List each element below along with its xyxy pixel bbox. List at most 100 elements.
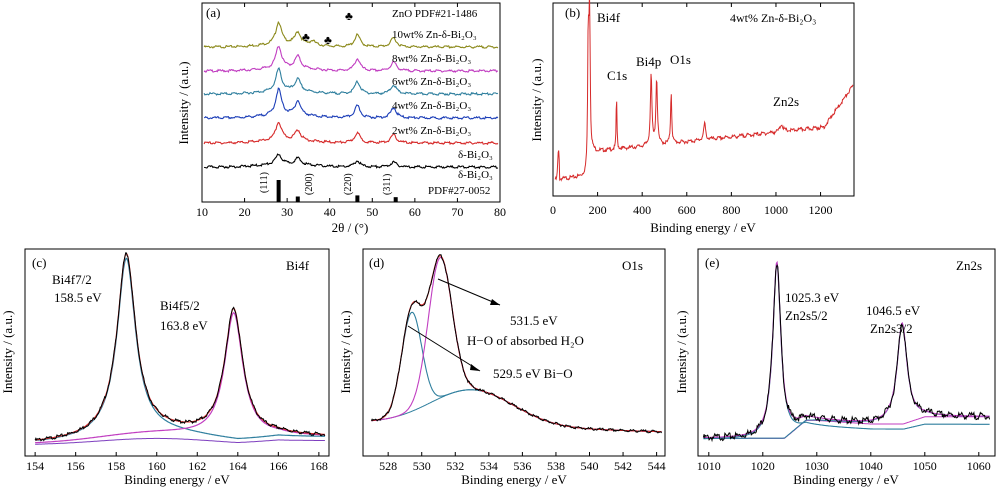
xrd-series-0 — [203, 20, 499, 49]
peak-bi4f72-name: Bi4f7/2 — [52, 272, 92, 287]
b-x-ticklabel-2: 400 — [633, 203, 651, 217]
panel-c-ylabel: Intensity / (a.u.) — [0, 310, 15, 393]
series-label-pure: δ-Bi₂O₃ — [458, 149, 493, 161]
peak-bi4f52-value: 163.8 eV — [160, 318, 208, 333]
zno-marker-1: ♣ — [302, 30, 310, 44]
ann-531-value: 531.5 eV — [510, 313, 558, 328]
panel-b-survey-line — [554, 0, 854, 182]
a-x-ticklabel-5: 60 — [409, 205, 421, 219]
e-x-ticklabel-0: 1010 — [697, 459, 721, 473]
panel-d-curves — [370, 254, 662, 434]
panel-a: (a) ZnO PDF#21-1486 ♣ ♣ ♣ 10wt% Zn-δ-Bi₂… — [176, 2, 506, 235]
arrow-531-head — [490, 299, 500, 305]
arrow-529-line — [407, 325, 481, 372]
c-x-ticklabel-7: 168 — [310, 459, 328, 473]
xrd-series-4 — [203, 121, 499, 146]
panel-e-title: Zn2s — [956, 258, 982, 273]
arrow-529-head — [470, 364, 480, 371]
c-x-ticklabel-6: 166 — [269, 459, 287, 473]
panel-c-title: Bi4f — [286, 258, 310, 273]
peak-zn2s52-name: Zn2s5/2 — [785, 308, 828, 323]
panel-e-frame — [697, 248, 996, 457]
pdf-bar-2 — [355, 195, 360, 202]
bi4f-background — [35, 437, 325, 445]
series-label-4wt: 4wt% Zn-δ-Bi₂O₃ — [392, 100, 471, 112]
d-x-ticklabel-1: 530 — [413, 459, 431, 473]
panel-b-frame — [552, 2, 855, 197]
panel-b-title: 4wt% Zn-δ-Bi₂O₃ — [730, 11, 816, 25]
series-label-2wt: 2wt% Zn-δ-Bi₂O₃ — [392, 125, 471, 137]
d-x-ticklabel-2: 532 — [446, 459, 464, 473]
panel-d-ylabel: Intensity / (a.u.) — [338, 310, 353, 393]
panel-e-curves — [702, 260, 991, 443]
panel-c-xlabel: Binding energy / eV — [124, 472, 230, 487]
zno-marker-3: ♣ — [345, 9, 353, 23]
panel-a-curves — [203, 20, 499, 170]
pdf-label: PDF#27-0052 — [428, 185, 490, 197]
c-x-ticklabel-1: 156 — [67, 459, 85, 473]
a-x-ticklabel-0: 10 — [196, 205, 208, 219]
panel-e-label: (e) — [705, 255, 719, 270]
xrd-series-1 — [203, 45, 499, 74]
panel-a-xlabel: 2θ / (°) — [332, 220, 369, 235]
b-x-ticklabel-4: 800 — [722, 203, 740, 217]
peak-label-o1s: O1s — [670, 52, 691, 67]
panel-d-title: O1s — [622, 258, 643, 273]
panel-b-ylabel: Intensity / (a.u.) — [529, 58, 544, 141]
e-x-ticklabel-5: 1060 — [967, 459, 991, 473]
e-x-ticklabel-2: 1030 — [805, 459, 829, 473]
ann-529: 529.5 eV Bi−O — [493, 366, 573, 381]
panel-e: (e) Zn2s 1025.3 eV Zn2s5/2 1046.5 eV Zn2… — [674, 248, 996, 487]
panel-a-ylabel: Intensity / (a.u.) — [176, 61, 191, 144]
pdf-bar-1 — [295, 196, 300, 202]
xrd-series-5 — [204, 153, 499, 170]
panel-e-ylabel: Intensity / (a.u.) — [674, 310, 689, 393]
panel-b-label: (b) — [565, 5, 580, 20]
hkl-220: (220) — [343, 173, 354, 195]
zno-marker-2: ♣ — [324, 33, 332, 47]
panel-d-label: (d) — [369, 255, 384, 270]
peak-zn2s32-value: 1046.5 eV — [866, 303, 921, 318]
d-x-ticklabel-0: 528 — [379, 459, 397, 473]
panel-d-frame — [362, 248, 666, 457]
bi4f-raw — [34, 252, 326, 442]
pdf-bar-0 — [276, 180, 281, 202]
series-label-6wt: 6wt% Zn-δ-Bi₂O₃ — [392, 76, 471, 88]
b-x-ticklabel-3: 600 — [678, 203, 696, 217]
a-x-ticklabel-6: 70 — [451, 205, 463, 219]
b-x-ticklabel-5: 1000 — [764, 203, 788, 217]
zn2s-envelope — [703, 260, 990, 439]
o1s-raw — [370, 254, 662, 434]
peak-label-zn2s: Zn2s — [773, 94, 799, 109]
panel-b-x-ticks: 0 200 400 600 800 1000 1200 — [550, 3, 833, 217]
hkl-111: (111) — [259, 172, 270, 193]
panel-a-top-note: ZnO PDF#21-1486 — [392, 8, 478, 20]
peak-zn2s52-value: 1025.3 eV — [785, 290, 840, 305]
c-x-ticklabel-3: 160 — [148, 459, 166, 473]
zn2s-raw — [702, 264, 991, 443]
ann-531-desc: H−O of absorbed H₂O — [467, 333, 584, 348]
hkl-311: (311) — [382, 174, 393, 195]
a-x-ticklabel-2: 30 — [281, 205, 293, 219]
c-x-ticklabel-0: 154 — [26, 459, 44, 473]
panel-c-curves — [34, 252, 326, 445]
d-x-ticklabel-7: 542 — [614, 459, 632, 473]
panel-a-frame — [201, 2, 501, 203]
series-label-8wt: 8wt% Zn-δ-Bi₂O₃ — [392, 53, 471, 65]
panel-b: (b) 4wt% Zn-δ-Bi₂O₃ Bi4f C1s Bi4p O1s Zn… — [529, 0, 855, 235]
panel-d: (d) O1s 531.5 eV H−O of absorbed H₂O 529… — [338, 248, 666, 487]
peak-label-bi4f: Bi4f — [597, 10, 621, 25]
d-x-ticklabel-4: 536 — [513, 459, 531, 473]
b-x-ticklabel-0: 0 — [550, 203, 556, 217]
c-x-ticklabel-5: 164 — [229, 459, 247, 473]
peak-bi4f72-value: 158.5 eV — [54, 290, 102, 305]
c-x-ticklabel-2: 158 — [107, 459, 125, 473]
zn2s52-fit — [703, 262, 990, 440]
panel-e-x-ticks: 1010 1020 1030 1040 1050 1060 — [697, 452, 991, 473]
e-x-ticklabel-3: 1040 — [859, 459, 883, 473]
c-x-ticklabel-4: 162 — [188, 459, 206, 473]
peak-label-bi4p: Bi4p — [636, 54, 661, 69]
panel-c-x-ticks: 154 156 158 160 162 164 166 168 — [26, 452, 328, 473]
b-x-ticklabel-1: 200 — [589, 203, 607, 217]
